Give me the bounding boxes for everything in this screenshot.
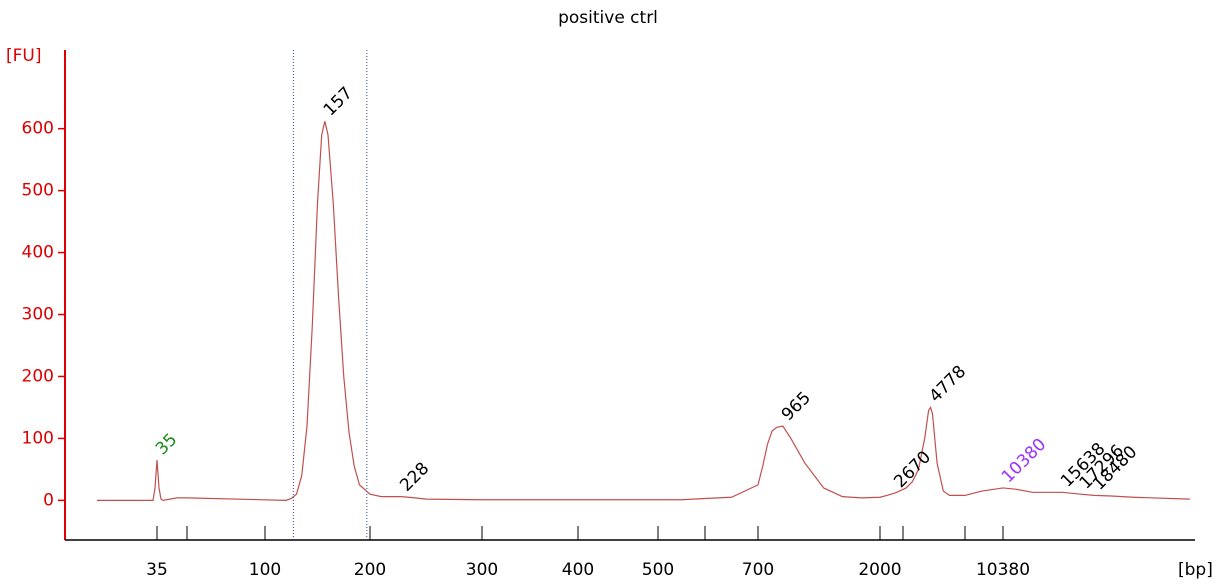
y-tick-label: 400 (22, 243, 54, 263)
peak-label: 228 (396, 459, 433, 496)
trace (97, 121, 1190, 501)
x-tick-label: 200 (354, 560, 386, 580)
y-tick-label: 0 (43, 490, 54, 510)
x-tick-label: 500 (642, 560, 674, 580)
x-tick-label: 400 (562, 560, 594, 580)
x-tick-label: 100 (249, 560, 281, 580)
y-tick-label: 200 (22, 366, 54, 386)
peak-label: 10380 (998, 435, 1050, 487)
y-tick-label: 300 (22, 305, 54, 325)
peak-label: 157 (320, 83, 357, 120)
y-tick-label: 500 (22, 181, 54, 201)
chart-title: positive ctrl (558, 8, 658, 28)
y-tick-label: 100 (22, 428, 54, 448)
peak-label: 965 (778, 388, 815, 425)
peak-label: 35 (152, 430, 181, 459)
x-tick-label: 2000 (858, 560, 901, 580)
y-axis-label: [FU] (6, 46, 42, 66)
y-tick-label: 600 (22, 119, 54, 139)
x-axis-label: [bp] (1178, 560, 1213, 580)
x-tick-label: 300 (466, 560, 498, 580)
peak-label: 2670 (890, 447, 935, 492)
x-tick-label: 35 (146, 560, 168, 580)
x-tick-label: 10380 (976, 560, 1030, 580)
peak-label: 4778 (925, 362, 970, 407)
x-tick-label: 700 (742, 560, 774, 580)
